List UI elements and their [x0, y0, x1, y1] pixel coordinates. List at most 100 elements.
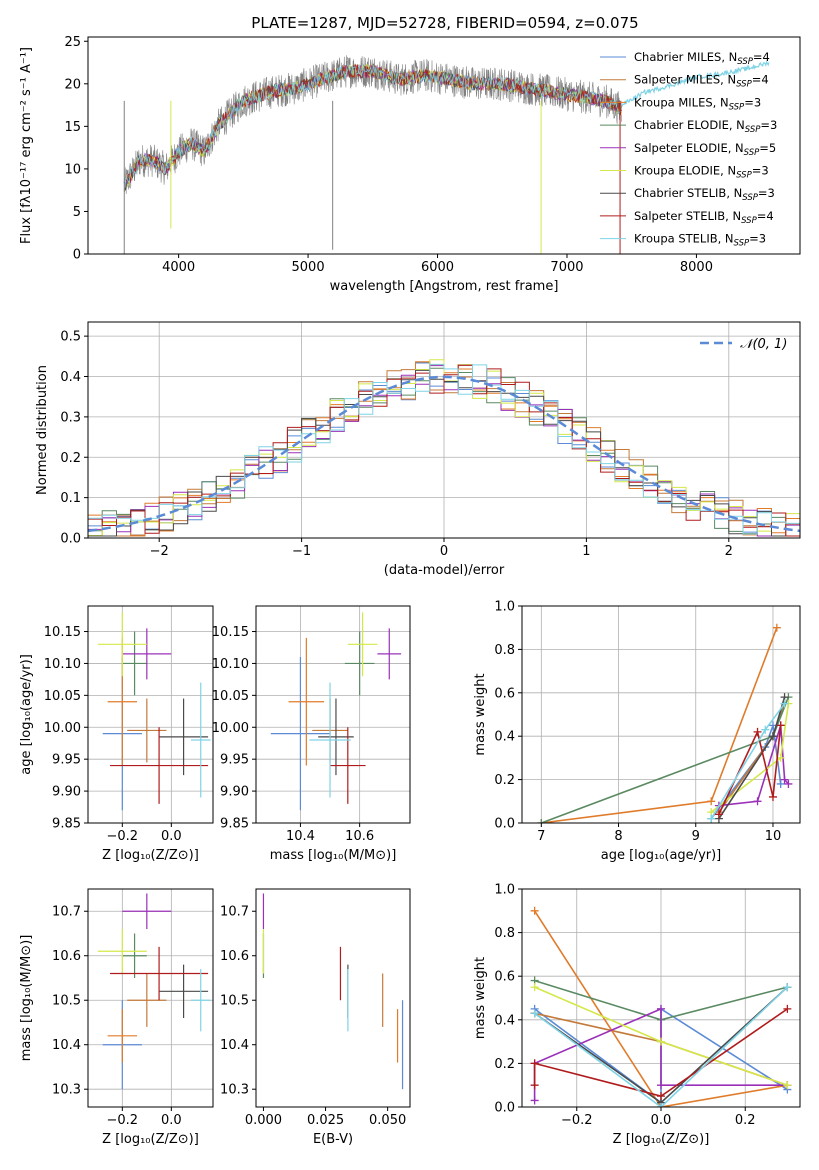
age_vs_Z-ytick-label: 10.10: [44, 657, 81, 672]
age_vs_Z-ytick-label: 10.05: [44, 689, 81, 704]
legend-nssp-value: =4: [753, 50, 770, 64]
spectrum-ytick-label: 10: [64, 162, 81, 177]
weight_vs_age-axes: 7 8 9 10 0.0 0.2 0.4 0.6 0.8 1.0: [494, 600, 800, 844]
weight_vs_Z-ylabel: mass weight: [473, 957, 488, 1039]
spectrum-frame: [87, 36, 801, 255]
legend-nssp: , N: [720, 164, 736, 178]
legend-entry: Chabrier STELIB, NSSP=3: [634, 186, 775, 203]
weight_vs_age-plot-area: [537, 623, 793, 823]
age_vs_mass-ytick-label: 9.90: [220, 785, 249, 800]
age_vs_Z-plot-area: [97, 612, 211, 811]
residual_hist-frame: [87, 321, 801, 539]
figure-title: PLATE=1287, MJD=52728, FIBERID=0594, z=0…: [251, 14, 638, 32]
age_vs_mass-ytick-label: 10.00: [212, 721, 249, 736]
residual_hist-xtick-label: 2: [725, 544, 733, 559]
spectrum-xlabel: wavelength [Angstrom, rest frame]: [330, 279, 559, 294]
weight_vs_Z-xtick-label: −0.2: [561, 1113, 593, 1128]
weight_vs_Z-ytick-label: 0.6: [494, 970, 515, 985]
legend-entry: Salpeter ELODIE, NSSP=5: [634, 141, 776, 158]
mass_vs_Z-ytick-label: 10.4: [52, 1038, 81, 1053]
gaussian-curve: [88, 375, 800, 533]
residual_hist-ytick-label: 0.0: [60, 532, 81, 547]
legend-entry: Chabrier MILES, NSSP=4: [634, 50, 770, 67]
legend-nssp-value: =4: [752, 73, 769, 87]
mass_vs_ebv-xtick-label: 0.025: [307, 1113, 344, 1128]
weight-point-marker: [530, 1059, 539, 1068]
age_vs_Z-ytick-label: 10.00: [44, 721, 81, 736]
model-spectrum-line: [123, 63, 622, 190]
spectrum-ytick-label: 25: [64, 35, 81, 50]
residual_hist-xtick-label: −2: [150, 544, 169, 559]
weight-point-marker: [657, 1081, 665, 1090]
weight-point-marker: [714, 810, 723, 819]
legend-nssp-sub: SSP: [729, 102, 745, 112]
spectrum-ytick-label: 20: [64, 77, 81, 92]
legend-nssp-value: =3: [758, 186, 775, 200]
mass_vs_ebv-ytick-label: 10.4: [220, 1038, 249, 1053]
weight-line: [541, 696, 790, 823]
mass_vs_Z-plot-area: [97, 893, 211, 1090]
spectrum-xtick-label: 6000: [421, 260, 454, 275]
spectrum-xtick-label: 4000: [162, 260, 195, 275]
legend-nssp: , N: [725, 209, 741, 223]
weight-point-marker: [530, 983, 539, 992]
weight-point-marker: [753, 727, 762, 736]
legend-nssp-sub: SSP: [742, 193, 758, 203]
age_vs_Z-xtick-label: 0.0: [161, 829, 182, 844]
mass_vs_ebv-ytick-label: 10.5: [220, 994, 249, 1009]
weight-point-marker: [768, 792, 777, 801]
weight-point-marker: [707, 797, 716, 806]
weight-point-marker: [783, 1004, 792, 1013]
weight-point-marker: [780, 775, 789, 784]
legend-nssp-value: =5: [759, 141, 776, 155]
spectrum-xtick-label: 7000: [550, 260, 583, 275]
weight-point-marker: [761, 725, 770, 734]
weight-point-marker: [784, 779, 793, 788]
weight_vs_age-ylabel: mass weight: [473, 673, 488, 755]
age_vs_mass-frame: [255, 605, 411, 824]
weight_vs_age-xtick-label: 7: [537, 829, 545, 844]
spectrum-ytick-label: 0: [73, 248, 81, 263]
legend-entry: Kroupa ELODIE, NSSP=3: [634, 164, 769, 181]
weight_vs_Z-xlabel: Z [log₁₀(Z/Z⊙)]: [613, 1132, 710, 1147]
weight-point-marker: [776, 753, 785, 762]
weight-point-marker: [707, 814, 716, 823]
age_vs_mass-ytick-label: 9.85: [220, 817, 249, 832]
mass_vs_Z-xtick-label: −0.2: [107, 1113, 139, 1128]
legend-nssp: , N: [726, 186, 742, 200]
legend-nssp: , N: [729, 118, 745, 132]
legend-entry: Kroupa STELIB, NSSP=3: [634, 232, 766, 249]
mass_vs_Z-ytick-label: 10.5: [52, 994, 81, 1009]
legend-series-name: Chabrier ELODIE: [634, 118, 729, 132]
mass_vs_Z-frame: [87, 888, 214, 1108]
age_vs_mass-xtick-label: 10.6: [345, 829, 374, 844]
weight-line: [533, 1008, 788, 1097]
weight_vs_Z-frame: [521, 888, 801, 1108]
age_vs_mass-xlabel: mass [log₁₀(M/M⊙)]: [270, 848, 397, 863]
weight_vs_age-frame: [521, 605, 801, 824]
legend-nssp-sub: SSP: [737, 57, 753, 67]
weight-point-marker: [768, 732, 777, 741]
weight_vs_age-ytick-label: 1.0: [494, 600, 515, 615]
mass_vs_ebv-xlabel: E(B-V): [313, 1132, 353, 1147]
legend-nssp-sub: SSP: [734, 239, 750, 249]
legend-nssp-sub: SSP: [745, 125, 761, 135]
weight_vs_Z-ytick-label: 0.8: [494, 926, 515, 941]
legend-nssp-value: =3: [744, 95, 761, 109]
residual_hist-ytick-label: 0.1: [60, 491, 81, 506]
residual_hist-ytick-label: 0.2: [60, 451, 81, 466]
legend-entry: 𝒩(0, 1): [740, 337, 787, 352]
weight-line: [710, 703, 786, 820]
weight-point-marker: [783, 983, 792, 992]
residual_hist-ylabel: Normed distribution: [35, 365, 50, 495]
weight-point-marker: [657, 1004, 665, 1013]
weight_vs_Z-ytick-label: 0.2: [494, 1057, 515, 1072]
age_vs_Z-xtick-label: −0.2: [107, 829, 139, 844]
weight_vs_age-ytick-label: 0.8: [494, 643, 515, 658]
weight_vs_age-xlabel: age [log₁₀(age/yr)]: [601, 848, 722, 863]
weight-point-marker: [776, 779, 785, 788]
spectrum-ylabel: Flux [fλ10⁻¹⁷ erg cm⁻² s⁻¹ A⁻¹]: [19, 47, 34, 244]
weight_vs_Z-xtick-label: 0.0: [651, 1113, 672, 1128]
legend-series-name: Kroupa MILES: [634, 95, 713, 109]
